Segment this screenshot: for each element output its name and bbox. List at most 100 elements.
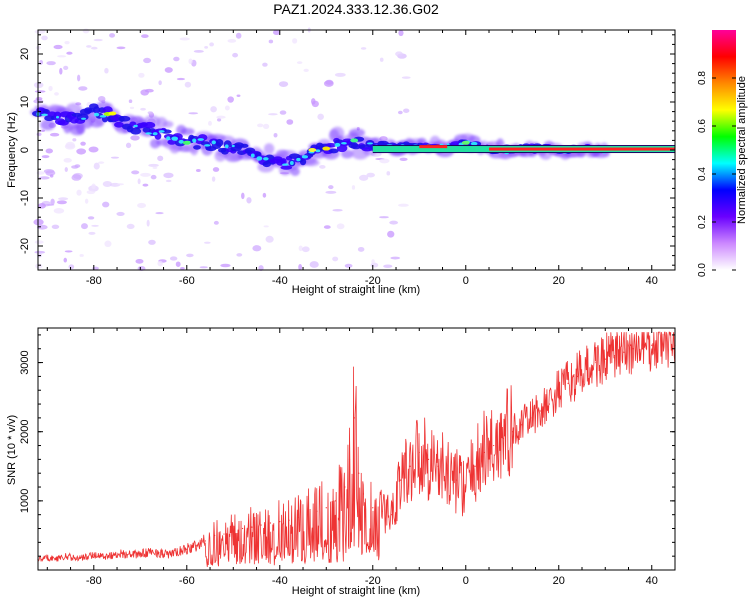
spectrogram-ridge-core [93, 106, 101, 114]
colorbar-gradient [712, 30, 736, 270]
spectrogram-noise-blob [34, 29, 46, 34]
snr-series-layer [37, 331, 676, 568]
snr-point [381, 510, 383, 512]
spectrogram-noise-blob [359, 174, 369, 181]
spectrogram-ridge-highlight [282, 163, 289, 166]
snr-point [344, 486, 346, 488]
spectrogram-noise-blob [65, 141, 75, 149]
spectrogram-noise-layer [33, 27, 411, 271]
spectrogram-noise-blob [301, 246, 310, 253]
spectrogram-noise-blob [86, 45, 92, 48]
spectrogram-noise-blob [265, 235, 274, 243]
spectrogram-noise-blob [53, 44, 63, 50]
spectrogram-noise-blob [116, 211, 125, 216]
snr-point [334, 500, 337, 502]
spectrogram-noise-blob [176, 77, 186, 81]
snr-point [576, 375, 578, 377]
snr-point [65, 555, 67, 557]
snr-point [465, 486, 467, 488]
spectrogram-ridge-highlight [166, 136, 171, 141]
spectrogram-ridge-highlight [301, 155, 309, 159]
snr-point [613, 355, 616, 357]
spectrogram-noise-blob [323, 80, 334, 87]
spectrogram-y-tick-label: 20 [19, 48, 31, 60]
spectrogram-noise-blob [268, 39, 274, 44]
spectrogram-noise-blob [217, 118, 222, 122]
spectrogram-ridge-highlight [171, 136, 179, 141]
spectrogram-noise-blob [203, 241, 211, 244]
spectrogram-noise-blob [53, 208, 65, 214]
snr-point [446, 472, 448, 474]
snr-point [427, 458, 430, 460]
spectrogram-noise-blob [33, 218, 44, 226]
snr-point [539, 410, 541, 412]
snr-point [325, 507, 327, 509]
spectrogram-ridge-core [328, 148, 339, 154]
spectrogram-ridge-core [143, 121, 156, 129]
snr-point [148, 551, 151, 553]
snr-point [195, 545, 197, 547]
snr-point [372, 507, 374, 509]
snr-point [307, 514, 309, 516]
snr-point [651, 344, 653, 346]
spectrogram-noise-blob [59, 67, 63, 75]
snr-x-tick-label: -40 [272, 575, 288, 587]
spectrogram-noise-blob [165, 179, 172, 183]
spectrogram-noise-blob [390, 256, 401, 260]
snr-point [176, 551, 179, 553]
colorbar-tick-label: 0.4 [697, 167, 708, 181]
spectrogram-noise-blob [328, 185, 334, 190]
snr-x-label: Height of straight line (km) [292, 585, 420, 597]
snr-point [93, 554, 95, 556]
snr-point [632, 348, 634, 350]
snr-point [316, 510, 318, 512]
spectrogram-noise-blob [46, 61, 56, 66]
spectrogram-noise-blob [128, 99, 133, 104]
spectrogram-noise-blob [63, 257, 68, 263]
spectrogram-x-tick-label: -20 [365, 275, 381, 287]
spectrogram-noise-blob [104, 67, 109, 74]
spectrogram-ridge-highlight [99, 114, 107, 118]
spectrogram-noise-blob [210, 106, 217, 113]
spectrogram-noise-blob [298, 263, 303, 271]
spectrogram-ridge-highlight [334, 142, 341, 147]
snr-y-ticks: 1000 2000 3000 [19, 334, 675, 571]
spectrogram-noise-blob [36, 171, 45, 175]
spectrogram-x-ticks: -80 -60 -40 -20 0 20 40 [46, 30, 676, 287]
spectrogram-noise-blob [79, 253, 84, 257]
snr-x-tick-label: 20 [553, 575, 565, 587]
spectrogram-noise-blob [379, 216, 389, 219]
spectrogram-noise-blob [360, 47, 367, 50]
snr-point [362, 493, 365, 495]
spectrogram-noise-blob [72, 138, 77, 142]
snr-y-tick-label: 2000 [19, 419, 31, 443]
spectrogram-noise-blob [66, 51, 73, 55]
spectrogram-ridge-highlight [178, 139, 184, 144]
spectrogram-noise-blob [36, 224, 48, 230]
spectrogram-y-ticks: -20 -10 0 10 20 [19, 34, 675, 266]
spectrogram-noise-blob [379, 57, 384, 62]
spectrogram-ridge-highlight [296, 157, 301, 162]
spectrogram-noise-blob [279, 110, 287, 115]
spectrogram-noise-blob [88, 231, 96, 235]
snr-point [358, 472, 360, 474]
spectrogram-ridge-highlight [158, 130, 165, 133]
spectrogram-noise-blob [236, 94, 241, 98]
snr-point [269, 522, 272, 524]
spectrogram-noise-blob [257, 123, 264, 128]
spectrogram-noise-blob [292, 38, 298, 44]
snr-point [223, 533, 225, 535]
spectrogram-noise-blob [58, 197, 69, 201]
snr-point [511, 431, 513, 433]
spectrogram-noise-blob [143, 57, 152, 64]
spectrogram-ridge-highlight [81, 117, 87, 120]
spectrogram-ridge-highlight [55, 115, 60, 119]
spectrogram-noise-blob [344, 263, 353, 268]
colorbar-ticks: 0.0 0.2 0.4 0.6 0.8 [697, 71, 736, 277]
spectrogram-noise-blob [208, 120, 212, 126]
colorbar-tick-label: 0.0 [697, 263, 708, 277]
spectrogram-noise-blob [110, 156, 120, 159]
spectrogram-noise-blob [81, 223, 88, 230]
snr-point [121, 552, 123, 555]
snr-panel: -80 -60 -40 -20 0 20 40 1000 2000 3000 Height of… [6, 327, 676, 597]
